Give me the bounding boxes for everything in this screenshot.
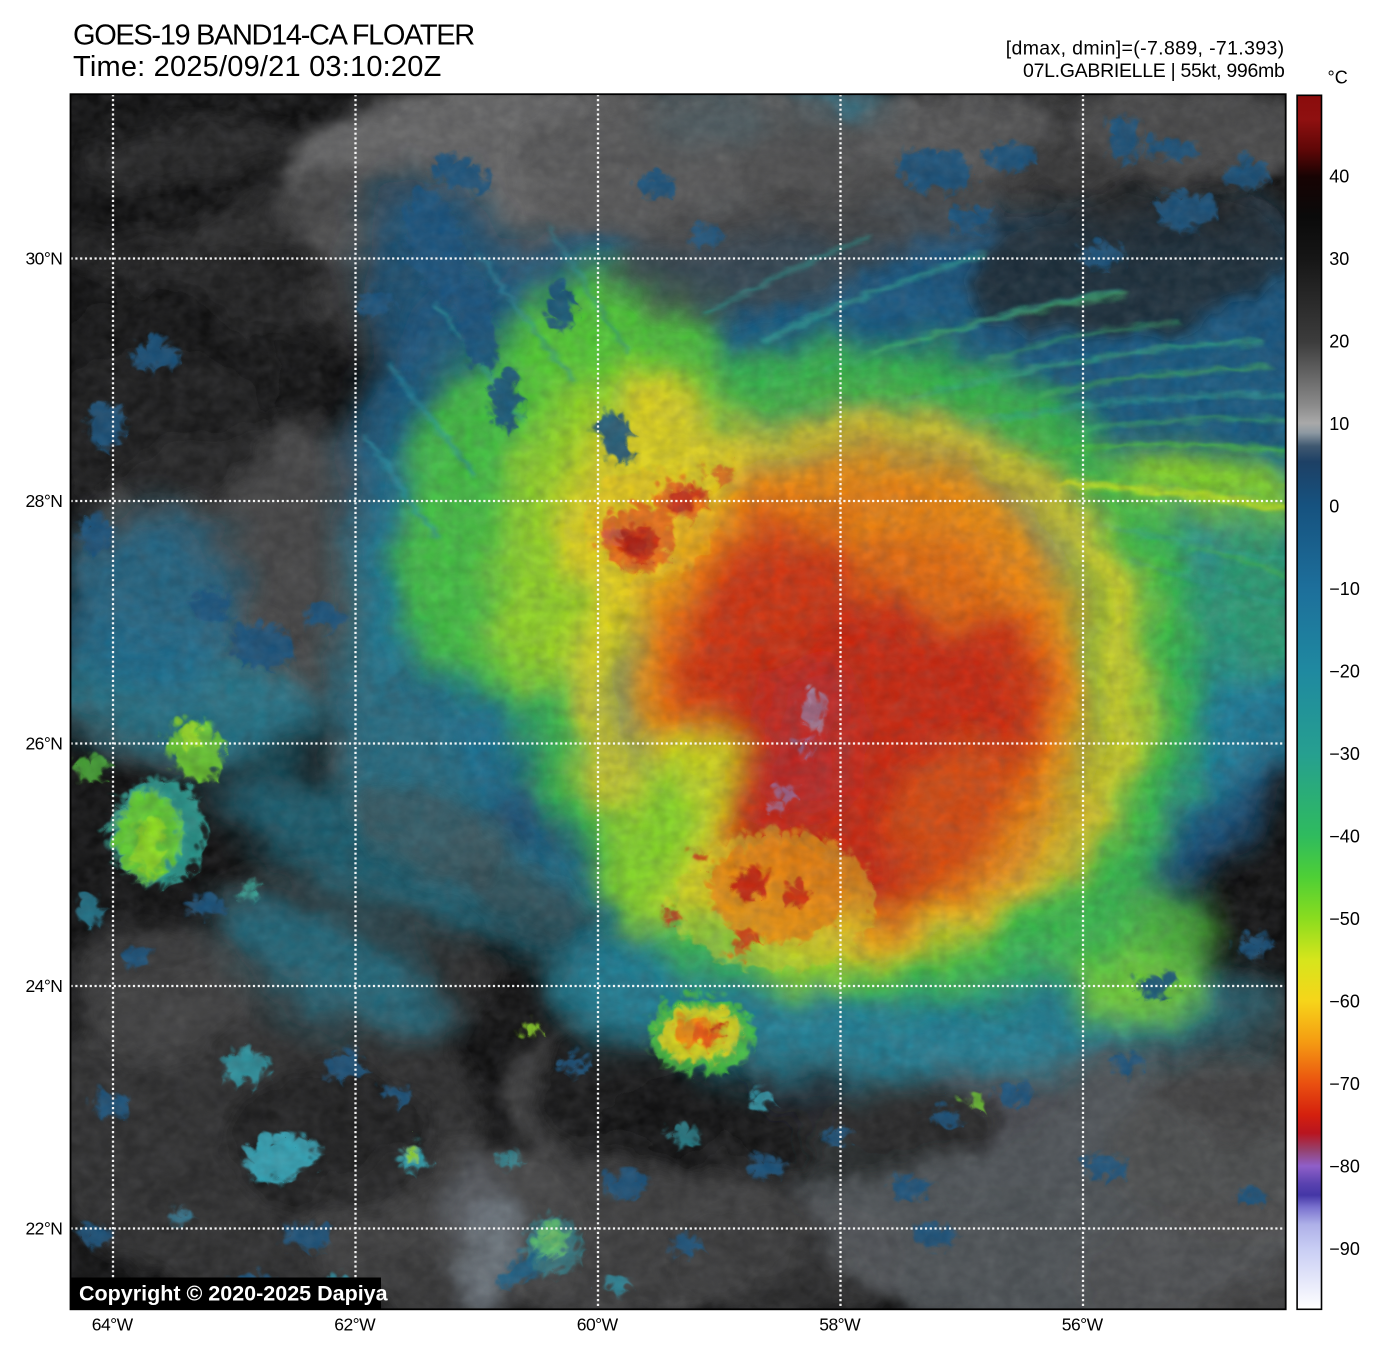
- svg-text:−10: −10: [1329, 579, 1360, 599]
- svg-text:−90: −90: [1329, 1239, 1360, 1259]
- svg-text:Copyright © 2020-2025 Dapiya: Copyright © 2020-2025 Dapiya: [79, 1282, 389, 1306]
- svg-text:−50: −50: [1329, 909, 1360, 929]
- svg-text:62°W: 62°W: [334, 1315, 376, 1335]
- svg-text:56°W: 56°W: [1062, 1315, 1104, 1335]
- svg-text:GOES-19 BAND14-CA FLOATER: GOES-19 BAND14-CA FLOATER: [73, 20, 474, 52]
- svg-text:0: 0: [1329, 496, 1339, 516]
- svg-text:64°W: 64°W: [92, 1315, 134, 1335]
- svg-text:−20: −20: [1329, 661, 1360, 681]
- svg-text:22°N: 22°N: [25, 1219, 62, 1239]
- svg-text:24°N: 24°N: [25, 976, 62, 996]
- svg-text:−40: −40: [1329, 826, 1360, 846]
- svg-text:−70: −70: [1329, 1074, 1360, 1094]
- svg-text:10: 10: [1329, 414, 1349, 434]
- svg-text:40: 40: [1329, 166, 1349, 186]
- svg-text:28°N: 28°N: [25, 491, 62, 511]
- svg-text:Time: 2025/09/21 03:10:20Z: Time: 2025/09/21 03:10:20Z: [73, 51, 441, 83]
- svg-text:60°W: 60°W: [577, 1315, 619, 1335]
- svg-text:[dmax, dmin]=(-7.889, -71.393): [dmax, dmin]=(-7.889, -71.393): [1006, 38, 1285, 60]
- svg-text:20: 20: [1329, 331, 1349, 351]
- svg-text:−30: −30: [1329, 744, 1360, 764]
- svg-text:30°N: 30°N: [25, 249, 62, 269]
- svg-text:°C: °C: [1328, 68, 1348, 88]
- svg-text:07L.GABRIELLE | 55kt, 996mb: 07L.GABRIELLE | 55kt, 996mb: [1023, 60, 1285, 82]
- svg-text:30: 30: [1329, 249, 1349, 269]
- svg-text:−80: −80: [1329, 1156, 1360, 1176]
- svg-text:−60: −60: [1329, 991, 1360, 1011]
- svg-text:58°W: 58°W: [819, 1315, 861, 1335]
- svg-text:26°N: 26°N: [25, 734, 62, 754]
